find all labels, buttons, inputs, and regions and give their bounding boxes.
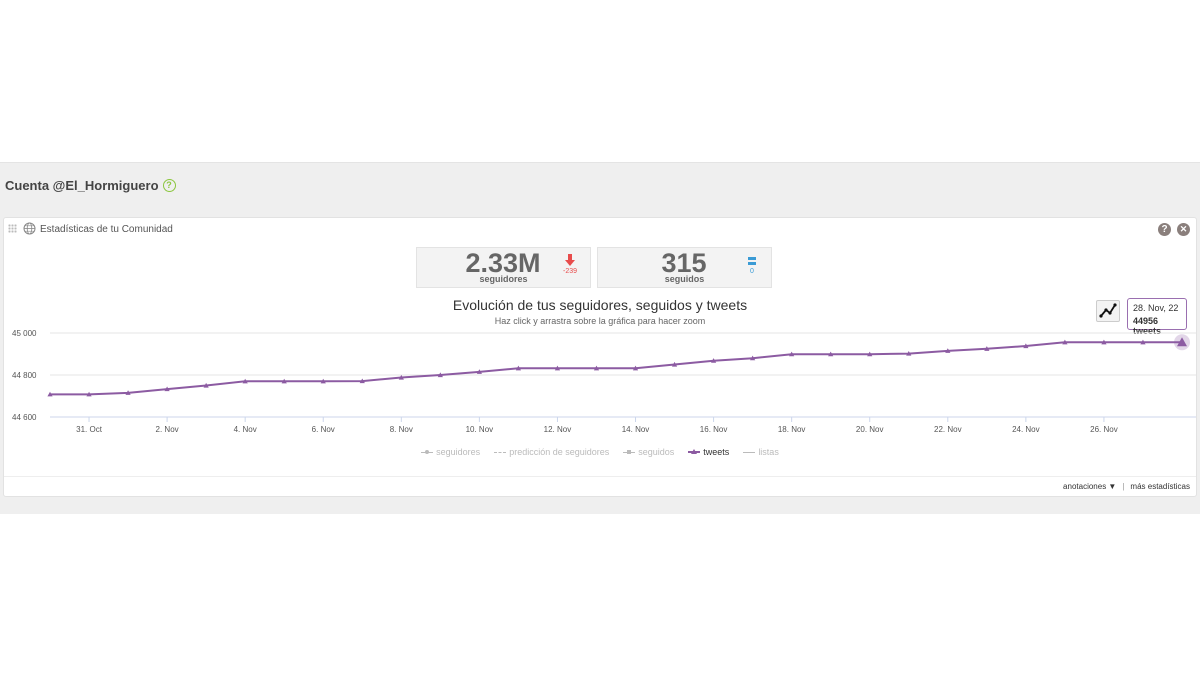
x-tick-label: 22. Nov — [934, 425, 962, 434]
x-tick-label: 31. Oct — [76, 425, 103, 434]
y-tick-label: 44 600 — [12, 413, 37, 422]
following-count: 315 — [661, 248, 707, 278]
data-point — [320, 378, 326, 384]
tooltip-date: 28. Nov, 22 — [1133, 303, 1179, 313]
x-tick-label: 2. Nov — [156, 425, 179, 434]
chart-type-toggle-button[interactable] — [1096, 300, 1120, 322]
legend-marker-icon — [688, 448, 701, 456]
data-point — [1062, 339, 1068, 345]
panel-help-icon[interactable]: ? — [1158, 223, 1171, 236]
x-tick-label: 14. Nov — [622, 425, 650, 434]
chart-title: Evolución de tus seguidores, seguidos y … — [452, 297, 748, 313]
chart-subtitle: Haz click y arrastra sobre la gráfica pa… — [494, 316, 706, 326]
data-point — [437, 372, 443, 378]
data-point — [1023, 343, 1029, 349]
data-point — [476, 369, 482, 374]
account-title-text: Cuenta @El_Hormiguero — [5, 178, 159, 193]
following-label: seguidos — [664, 274, 705, 284]
legend-item-listas[interactable]: listas — [743, 447, 779, 457]
panel-close-icon[interactable]: ✕ — [1177, 223, 1190, 236]
data-point — [1101, 339, 1107, 345]
data-point — [867, 351, 873, 357]
data-point — [632, 365, 639, 371]
legend-item-predicción-de-seguidores[interactable]: predicción de seguidores — [494, 447, 609, 457]
equal-icon — [748, 257, 756, 265]
data-point — [398, 374, 404, 380]
x-tick-label: 8. Nov — [390, 425, 413, 434]
footer-separator: | — [1122, 482, 1125, 491]
data-point — [750, 355, 756, 361]
panel-footer: anotaciones ▼ | más estadísticas — [4, 476, 1196, 497]
x-tick-label: 16. Nov — [700, 425, 728, 434]
x-tick-label: 6. Nov — [312, 425, 335, 434]
data-point — [203, 382, 209, 388]
data-point — [945, 348, 951, 353]
data-point — [789, 351, 795, 357]
legend-marker-icon — [743, 448, 756, 456]
followers-stat-card: 2.33M seguidores -239 — [416, 247, 591, 288]
series-line-tweets — [50, 341, 1182, 396]
following-delta: 0 — [750, 268, 754, 275]
legend-label: tweets — [703, 447, 730, 457]
annotations-dropdown[interactable]: anotaciones ▼ — [1063, 482, 1117, 491]
x-tick-label: 12. Nov — [544, 425, 572, 434]
tweets-line-chart[interactable]: 44 600 44 800 45 000 31. Oct 2. Nov 4. Nov 6. … — [4, 323, 1196, 443]
panel-header: Estadísticas de tu Comunidad ? ✕ — [4, 218, 1196, 240]
tooltip-value: 44956 tweets — [1133, 316, 1162, 336]
legend-label: seguidores — [436, 447, 481, 457]
data-point — [86, 391, 92, 397]
more-stats-link[interactable]: más estadísticas — [1130, 482, 1190, 491]
data-point — [125, 390, 131, 395]
data-point — [359, 378, 365, 384]
legend-item-seguidos[interactable]: seguidos — [623, 447, 674, 457]
followers-label: seguidores — [479, 274, 528, 284]
legend-marker-icon — [421, 448, 434, 456]
x-tick-label: 24. Nov — [1012, 425, 1040, 434]
arrow-down-icon — [565, 254, 575, 266]
x-tick-label: 4. Nov — [234, 425, 257, 434]
x-tick-label: 20. Nov — [856, 425, 884, 434]
data-point — [1177, 337, 1187, 347]
legend-marker-icon — [494, 448, 507, 456]
line-chart-icon — [1099, 303, 1117, 318]
x-tick-label: 10. Nov — [466, 425, 494, 434]
data-point — [710, 358, 717, 363]
legend-label: seguidos — [638, 447, 675, 457]
followers-count: 2.33M — [465, 248, 541, 278]
chart-tooltip: 28. Nov, 22 44956 tweets — [1127, 298, 1187, 336]
data-point — [515, 365, 522, 371]
data-point — [984, 346, 990, 351]
data-point — [47, 391, 53, 397]
data-point — [164, 386, 170, 392]
data-point — [242, 378, 248, 384]
legend-label: predicción de seguidores — [509, 447, 610, 457]
legend-marker-icon — [623, 448, 636, 456]
data-point — [554, 365, 561, 371]
data-point — [593, 365, 600, 371]
panel-title: Estadísticas de tu Comunidad — [40, 224, 173, 235]
legend-label: listas — [758, 447, 779, 457]
data-point — [828, 351, 834, 357]
data-point — [671, 361, 678, 367]
data-point — [906, 350, 912, 356]
account-title: Cuenta @El_Hormiguero ? — [5, 178, 176, 193]
followers-delta: -239 — [562, 268, 577, 275]
account-section: Cuenta @El_Hormiguero ? Estadísticas de … — [0, 162, 1200, 514]
x-tick-label: 26. Nov — [1090, 425, 1118, 434]
following-stat-card: 315 seguidos 0 — [597, 247, 772, 288]
help-icon[interactable]: ? — [162, 179, 176, 192]
y-tick-label: 44 800 — [12, 371, 37, 380]
globe-icon — [23, 222, 36, 235]
community-stats-panel: Estadísticas de tu Comunidad ? ✕ 2.33M s… — [3, 217, 1197, 497]
y-tick-label: 45 000 — [12, 329, 37, 338]
data-point — [1140, 339, 1146, 345]
drag-handle-icon[interactable] — [8, 224, 17, 233]
x-tick-label: 18. Nov — [778, 425, 806, 434]
legend-item-tweets[interactable]: tweets — [688, 447, 729, 457]
legend-item-seguidores[interactable]: seguidores — [421, 447, 480, 457]
data-point — [281, 378, 287, 384]
chart-legend: seguidores predicción de seguidores seguid… — [4, 447, 1196, 457]
